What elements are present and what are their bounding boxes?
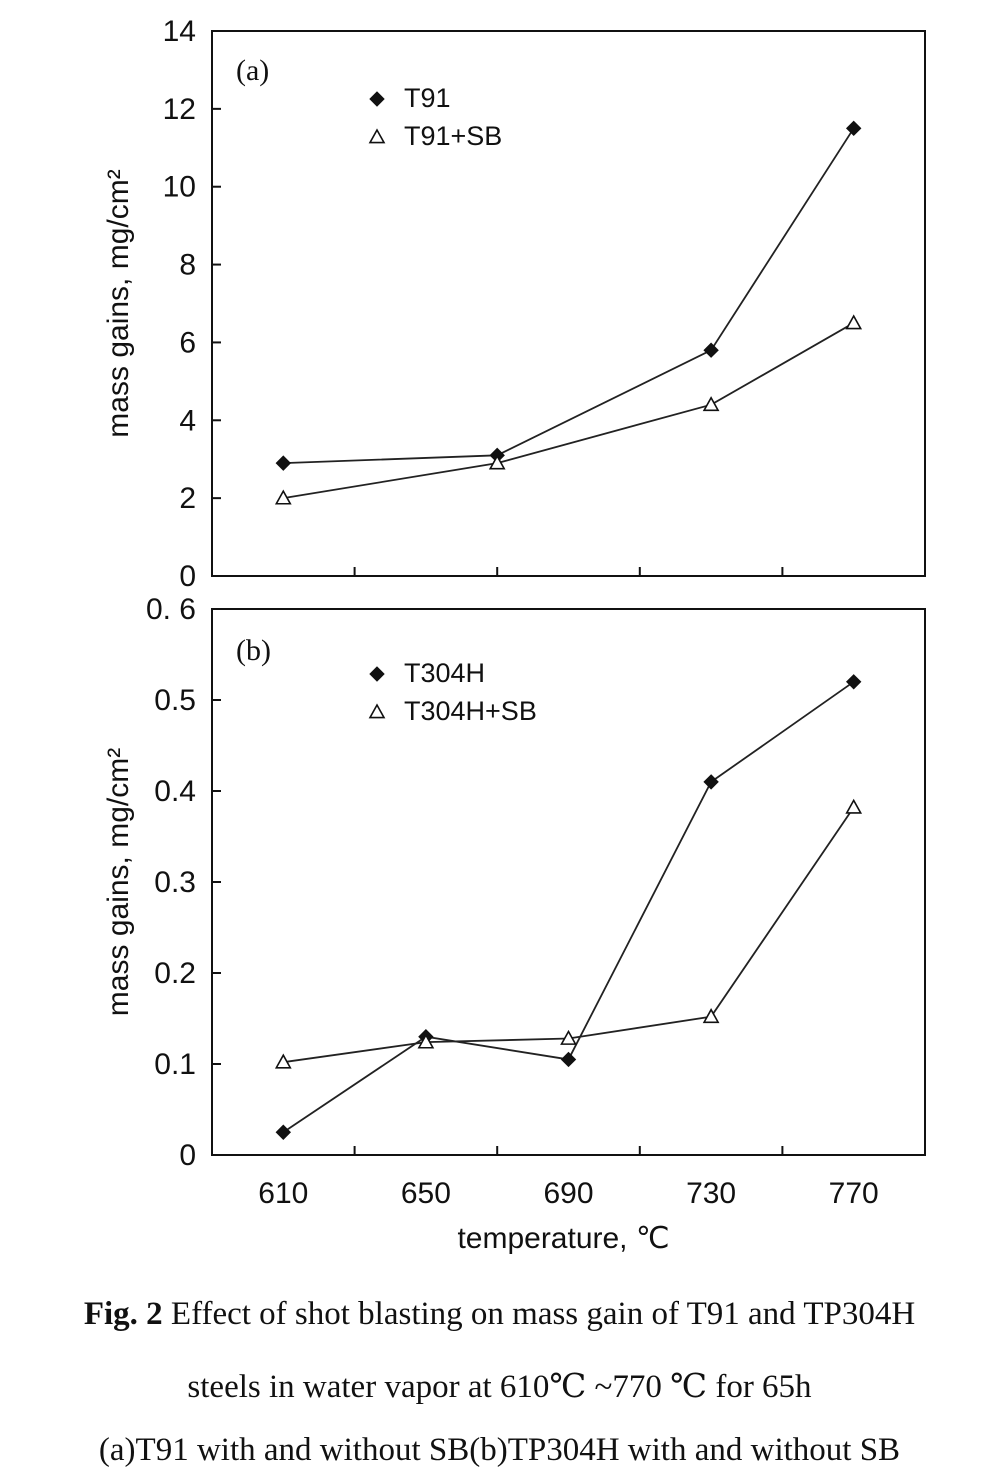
- legend-label: T91: [404, 83, 451, 113]
- y-tick-label: 0.1: [154, 1048, 196, 1081]
- series-line: [283, 322, 855, 500]
- data-point-triangle: [845, 798, 863, 814]
- legend-label: T91+SB: [404, 121, 502, 151]
- y-tick-label: 8: [179, 249, 196, 282]
- data-point-diamond: [275, 1124, 292, 1140]
- legend-label: T304H+SB: [404, 696, 537, 726]
- series-line: [283, 806, 855, 1064]
- x-tick-label: 770: [829, 1177, 879, 1210]
- y-tick-label: 12: [163, 93, 196, 126]
- x-tick-label: 610: [258, 1177, 308, 1210]
- series-t91: [275, 120, 862, 471]
- caption-line-1: Effect of shot blasting on mass gain of …: [170, 1296, 916, 1332]
- y-tick-label: 0. 6: [146, 593, 196, 626]
- data-point-diamond: [845, 674, 862, 690]
- data-point-triangle: [488, 454, 506, 470]
- legend-marker-diamond: [369, 91, 385, 107]
- data-point-triangle: [702, 1008, 720, 1024]
- data-point-triangle: [702, 396, 720, 412]
- y-tick-label: 0.3: [154, 866, 196, 899]
- y-axis-title: mass gains, mg/cm²: [102, 169, 135, 437]
- series-t304h-sb: [274, 798, 863, 1069]
- panel-label: (a): [236, 54, 269, 87]
- figure-caption: Fig. 2 Effect of shot blasting on mass g…: [0, 1296, 999, 1333]
- data-point-diamond: [845, 120, 862, 137]
- chart-panel-a: 0 2 4 6 8 10 12 14 mass gains, mg/cm² (a) T91 T91+S…: [102, 15, 926, 593]
- x-tick-label: 650: [401, 1177, 451, 1210]
- data-point-diamond: [703, 342, 719, 358]
- data-point-diamond: [560, 1051, 577, 1068]
- legend-marker-triangle: [368, 128, 386, 144]
- legend-marker-diamond: [369, 666, 385, 682]
- data-point-triangle: [845, 314, 863, 330]
- y-tick-label: 10: [163, 171, 196, 204]
- data-point-triangle: [417, 1033, 435, 1049]
- y-tick-label: 6: [179, 326, 196, 359]
- panel-label: (b): [236, 634, 271, 667]
- data-point-triangle: [274, 1053, 292, 1069]
- figure-label: Fig. 2: [83, 1296, 163, 1332]
- y-tick-label: 0: [179, 560, 196, 593]
- y-axis-title: mass gains, mg/cm²: [102, 748, 135, 1016]
- y-tick-label: 14: [163, 15, 196, 48]
- x-axis-title: temperature, ℃: [457, 1222, 669, 1255]
- caption-line-2: steels in water vapor at 610℃ ~770 ℃ for…: [187, 1369, 812, 1405]
- caption-line-3: (a)T91 with and without SB(b)TP304H with…: [98, 1432, 901, 1468]
- series-t91-sb: [274, 314, 863, 505]
- y-tick-label: 0.2: [154, 957, 196, 990]
- y-tick-label: 0: [179, 1139, 196, 1172]
- y-tick-label: 0.4: [154, 775, 196, 808]
- data-point-triangle: [560, 1029, 577, 1045]
- x-tick-label: 690: [543, 1177, 593, 1210]
- data-point-diamond: [275, 455, 292, 471]
- series-t304h: [275, 674, 862, 1140]
- y-tick-label: 2: [179, 482, 196, 515]
- series-line: [283, 127, 855, 465]
- legend-marker-triangle: [368, 703, 386, 719]
- y-tick-label: 0.5: [154, 684, 196, 717]
- data-point-diamond: [703, 774, 719, 790]
- plot-frame: [211, 608, 926, 1156]
- x-tick-label: 730: [686, 1177, 736, 1210]
- data-point-triangle: [274, 489, 292, 505]
- legend-label: T304H: [404, 658, 485, 688]
- figure-chart: 0 2 4 6 8 10 12 14 mass gains, mg/cm² (a) T91 T91+S…: [102, 15, 926, 1255]
- y-tick-label: 4: [179, 404, 196, 437]
- plot-frame: [211, 30, 926, 577]
- chart-panel-b: 0 0.1 0.2 0.3 0.4 0.5 0. 6 610 650 690 730 770 mass …: [102, 593, 926, 1255]
